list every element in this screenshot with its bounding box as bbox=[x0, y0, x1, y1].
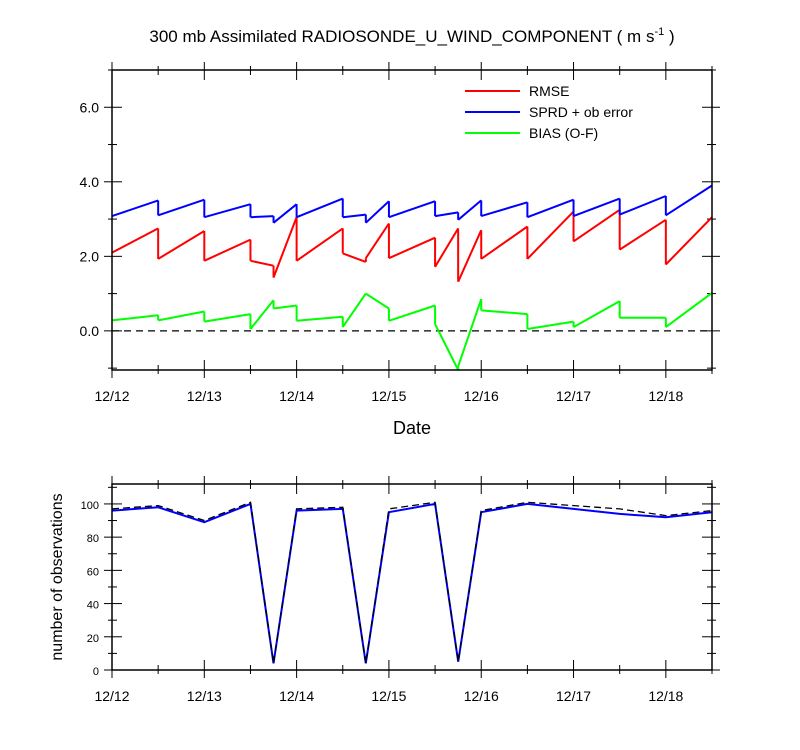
y-tick-label: 4.0 bbox=[80, 174, 100, 190]
series-segment bbox=[457, 229, 483, 283]
x-axis-label: Date bbox=[393, 418, 431, 438]
series-segment bbox=[157, 230, 205, 260]
series-segment bbox=[204, 203, 251, 219]
series-segment bbox=[365, 292, 390, 310]
series-segment bbox=[250, 259, 274, 267]
series-segment bbox=[665, 292, 713, 328]
plot-frame bbox=[111, 69, 713, 371]
y-tick-label: 60 bbox=[87, 566, 99, 578]
y-tick-labels: 0 20 40 60 80 100 bbox=[81, 500, 99, 678]
y-tick-label: 20 bbox=[87, 633, 99, 645]
y-tick-label: 100 bbox=[81, 500, 99, 512]
series-segment bbox=[619, 218, 667, 251]
series-segment bbox=[457, 199, 482, 221]
x-tick-label: 12/13 bbox=[187, 688, 222, 704]
series-segment bbox=[296, 197, 344, 219]
series-segment bbox=[158, 310, 205, 322]
series-segment bbox=[619, 195, 667, 216]
y-tick-label: 0.0 bbox=[80, 323, 100, 339]
series-segment bbox=[573, 197, 621, 218]
x-tick-label: 12/15 bbox=[371, 388, 406, 404]
series-segment bbox=[527, 320, 574, 330]
y-tick-label: 6.0 bbox=[80, 99, 100, 115]
y-tick-label: 2.0 bbox=[80, 248, 100, 264]
observation-series-solid bbox=[111, 502, 713, 664]
x-tick-label: 12/17 bbox=[556, 388, 591, 404]
y-tick-label: 80 bbox=[87, 533, 99, 545]
series-segment bbox=[203, 238, 251, 262]
series-segment bbox=[434, 323, 460, 371]
observation-count-chart: 12/12 12/13 12/14 12/15 12/16 12/17 12/18 0 20 4… bbox=[49, 476, 720, 704]
series-segment bbox=[388, 304, 436, 322]
series-rmse bbox=[111, 208, 713, 283]
y-tick-label: 0 bbox=[93, 666, 99, 678]
series-segment bbox=[665, 216, 713, 266]
series-segment bbox=[434, 227, 460, 268]
series-segment bbox=[457, 298, 483, 367]
series-segment bbox=[296, 227, 344, 262]
x-tick-label: 12/14 bbox=[279, 388, 314, 404]
x-tick-label: 12/14 bbox=[279, 688, 314, 704]
plot-frame bbox=[111, 483, 713, 671]
series-segment bbox=[480, 201, 528, 218]
series-segment bbox=[272, 216, 298, 278]
rmse-spread-bias-chart: 300 mb Assimilated RADIOSONDE_U_WIND_COM… bbox=[80, 26, 720, 438]
series-segment bbox=[526, 210, 575, 260]
series-segment bbox=[204, 313, 251, 323]
y-tick-labels: 0.0 2.0 4.0 6.0 bbox=[80, 99, 100, 339]
series-segment bbox=[250, 215, 274, 219]
series-segment bbox=[388, 200, 436, 219]
series-segment bbox=[273, 304, 297, 310]
series-segment bbox=[572, 208, 621, 243]
series-segment bbox=[388, 236, 436, 260]
x-tick-label: 12/12 bbox=[94, 388, 129, 404]
series-segment bbox=[111, 199, 159, 218]
chart-title: 300 mb Assimilated RADIOSONDE_U_WIND_COM… bbox=[149, 26, 674, 46]
x-tick-label: 12/13 bbox=[187, 388, 222, 404]
legend: RMSE SPRD + ob error BIAS (O-F) bbox=[465, 83, 633, 141]
x-tick-label: 12/18 bbox=[648, 388, 683, 404]
series-segment bbox=[573, 300, 621, 328]
series-segment bbox=[480, 225, 528, 260]
series-bias-o-f bbox=[111, 292, 713, 371]
x-tick-labels: 12/12 12/13 12/14 12/15 12/16 12/17 12/18 bbox=[94, 388, 683, 404]
series-segment bbox=[434, 211, 459, 218]
x-tick-label: 12/18 bbox=[648, 688, 683, 704]
x-tick-label: 12/16 bbox=[464, 688, 499, 704]
series-segment bbox=[527, 198, 574, 219]
series-segment bbox=[157, 198, 205, 217]
x-tick-label: 12/17 bbox=[556, 688, 591, 704]
tick-marks bbox=[104, 476, 720, 678]
series-segment bbox=[111, 227, 159, 254]
x-tick-label: 12/12 bbox=[94, 688, 129, 704]
series-sprd-ob-error bbox=[111, 184, 713, 224]
legend-label-bias-o-f: BIAS (O-F) bbox=[529, 125, 598, 141]
series-lines bbox=[111, 184, 713, 371]
series-segment bbox=[272, 203, 298, 224]
series-segment bbox=[342, 252, 367, 263]
observation-series-dashed bbox=[111, 501, 713, 664]
series-segment bbox=[365, 200, 390, 224]
series-segment bbox=[296, 315, 343, 322]
y-axis-label: number of observations bbox=[49, 493, 66, 660]
series-segment bbox=[364, 222, 390, 259]
x-tick-labels: 12/12 12/13 12/14 12/15 12/16 12/17 12/18 bbox=[94, 688, 683, 704]
series-segment bbox=[665, 184, 713, 217]
legend-label-rmse: RMSE bbox=[529, 83, 569, 99]
series-segment bbox=[111, 314, 159, 322]
x-tick-label: 12/15 bbox=[371, 688, 406, 704]
x-tick-label: 12/16 bbox=[464, 388, 499, 404]
series-segment bbox=[249, 299, 275, 330]
series-segment bbox=[341, 293, 367, 328]
legend-label-sprd-ob-error: SPRD + ob error bbox=[529, 104, 633, 120]
series-segment bbox=[342, 213, 366, 219]
series-segment bbox=[481, 309, 528, 316]
y-tick-label: 40 bbox=[87, 600, 99, 612]
series-lines bbox=[111, 501, 713, 664]
